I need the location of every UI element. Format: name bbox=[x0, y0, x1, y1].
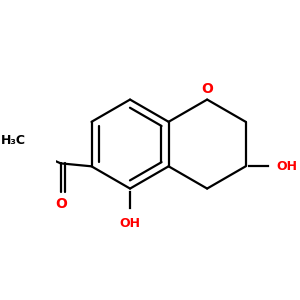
Text: OH: OH bbox=[277, 160, 298, 173]
Text: H₃C: H₃C bbox=[1, 134, 26, 147]
Text: OH: OH bbox=[119, 217, 140, 230]
Text: O: O bbox=[201, 82, 213, 96]
Text: O: O bbox=[55, 197, 67, 211]
